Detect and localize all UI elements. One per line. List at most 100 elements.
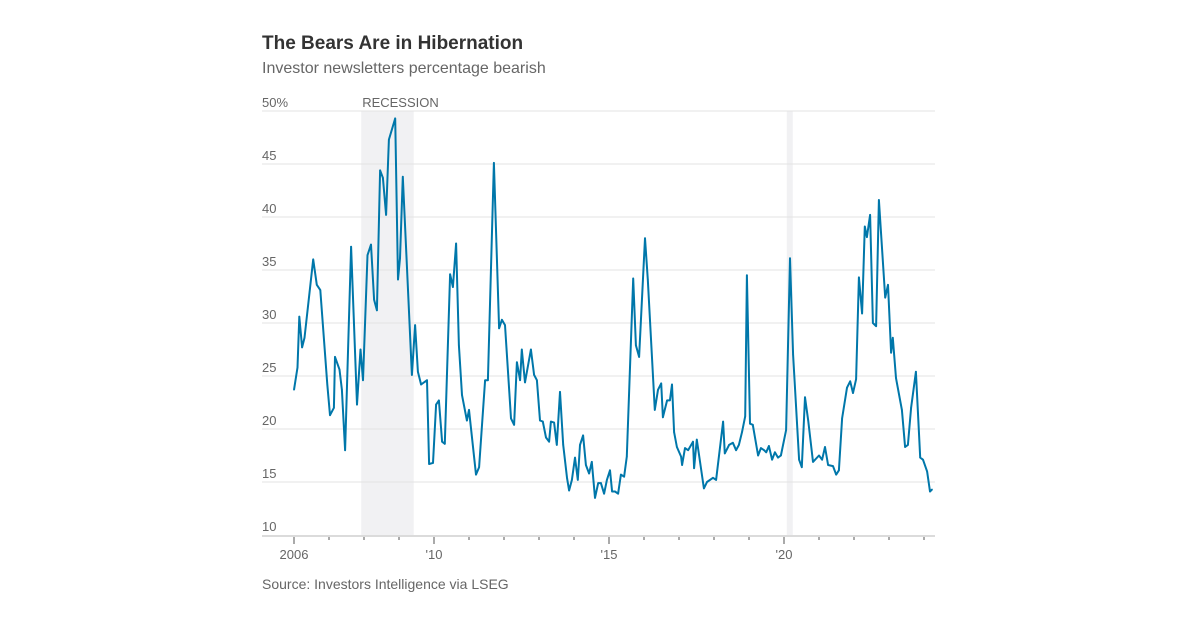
data-point (929, 490, 931, 493)
x-tick-label: '15 (601, 547, 618, 562)
data-point (735, 449, 737, 452)
y-tick-label: 30 (262, 307, 276, 322)
data-point (545, 436, 547, 439)
data-point (530, 348, 532, 351)
data-point (397, 278, 399, 281)
data-point (910, 407, 912, 409)
data-point (681, 464, 683, 466)
data-point (614, 490, 616, 493)
data-point (703, 487, 705, 490)
data-point (692, 440, 694, 443)
data-point (765, 451, 767, 454)
data-point (334, 356, 336, 358)
data-point (792, 354, 794, 356)
data-point (385, 214, 387, 216)
data-point (444, 443, 446, 445)
data-point (366, 254, 369, 256)
data-point (878, 199, 880, 201)
y-tick-label: 10 (262, 519, 276, 534)
data-point (774, 451, 776, 454)
data-point (919, 456, 921, 459)
data-point (315, 284, 318, 286)
data-point (744, 415, 746, 418)
data-point (798, 458, 800, 461)
data-point (411, 374, 413, 376)
data-point (807, 419, 809, 422)
data-point (362, 379, 364, 382)
chart-subtitle: Investor newsletters percentage bearish (262, 60, 546, 77)
data-point (846, 386, 848, 389)
data-point (789, 257, 791, 260)
data-point (617, 492, 619, 495)
data-point (455, 242, 457, 245)
data-point (394, 117, 396, 120)
data-point (468, 409, 470, 411)
data-point (638, 356, 640, 358)
data-point (466, 419, 468, 422)
data-point (319, 289, 322, 291)
data-point (861, 312, 863, 315)
y-tick-label: 15 (262, 466, 276, 481)
data-point (402, 175, 404, 178)
data-point (341, 388, 343, 391)
data-point (452, 286, 454, 288)
data-point (666, 399, 668, 402)
data-point (746, 274, 748, 277)
data-point (577, 479, 579, 481)
data-point (603, 492, 605, 495)
data-point (887, 284, 889, 286)
data-point (660, 382, 662, 385)
data-point (536, 379, 538, 382)
source-note: Source: Investors Intelligence via LSEG (262, 576, 509, 592)
data-point (338, 368, 341, 371)
data-point (333, 407, 335, 409)
data-point (673, 431, 675, 433)
data-point (432, 462, 434, 464)
data-point (438, 399, 440, 402)
data-point (901, 409, 903, 411)
data-point (620, 473, 622, 476)
data-point (869, 214, 871, 216)
data-point (513, 423, 515, 426)
data-point (724, 452, 726, 455)
data-point (542, 420, 544, 423)
data-point (498, 327, 500, 330)
data-point (435, 403, 437, 406)
data-point (855, 378, 857, 380)
data-point (644, 237, 646, 239)
data-point (632, 277, 634, 280)
y-tick-label: 40 (262, 201, 276, 216)
data-point (591, 461, 593, 463)
data-point (662, 416, 664, 419)
data-point (693, 467, 695, 470)
x-tick-label: 2006 (280, 547, 309, 562)
data-point (296, 366, 299, 369)
data-point (441, 440, 443, 443)
data-point (579, 444, 581, 446)
y-tick-label: 50% (262, 95, 288, 110)
data-point (732, 441, 734, 444)
data-point (487, 379, 489, 382)
data-point (780, 454, 782, 457)
data-point (757, 454, 759, 457)
data-point (571, 479, 573, 481)
x-tick-label: '20 (776, 547, 793, 562)
data-point (298, 315, 301, 318)
data-point (738, 444, 740, 446)
data-point (539, 419, 541, 422)
data-point (521, 348, 523, 351)
data-point (849, 380, 851, 383)
data-point (350, 245, 352, 248)
data-point (588, 472, 590, 475)
data-point (741, 431, 743, 433)
recession-label: RECESSION (362, 95, 439, 110)
y-tick-label: 45 (262, 148, 276, 163)
data-point (801, 466, 803, 468)
data-point (858, 276, 860, 279)
data-point (611, 490, 613, 493)
data-point (344, 449, 346, 452)
data-point (890, 351, 892, 354)
data-point (329, 414, 331, 417)
data-point (326, 383, 329, 386)
data-point (399, 257, 401, 260)
